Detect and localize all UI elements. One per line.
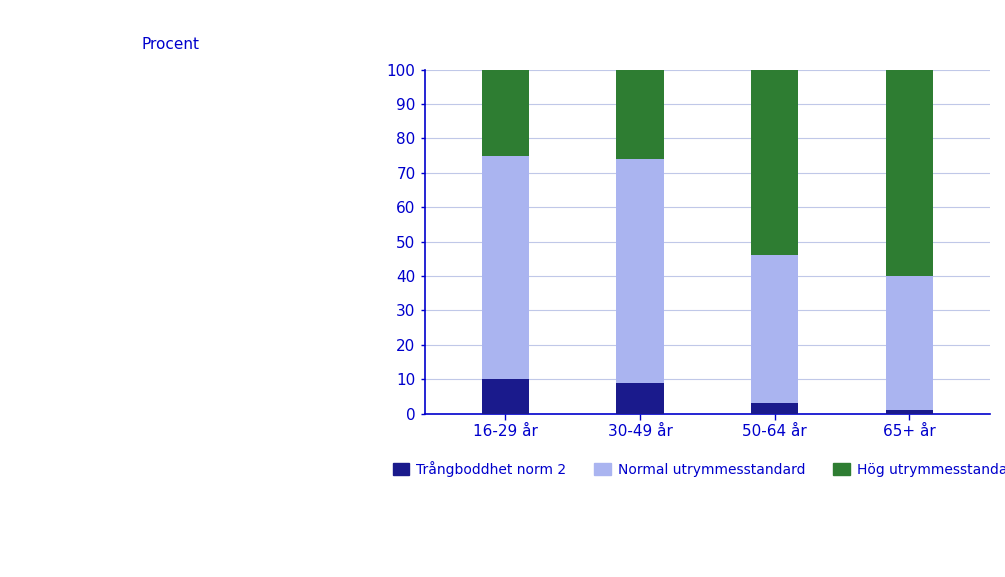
Text: Procent: Procent xyxy=(142,38,200,53)
Bar xyxy=(481,69,529,156)
Legend: Trångboddhet norm 2, Normal utrymmesstandard, Hög utrymmesstandard: Trångboddhet norm 2, Normal utrymmesstan… xyxy=(387,455,1005,482)
Bar xyxy=(616,383,663,414)
Bar xyxy=(885,276,933,410)
Bar xyxy=(751,69,798,255)
Bar xyxy=(885,410,933,414)
Bar xyxy=(885,69,933,276)
Bar xyxy=(481,379,529,414)
Bar xyxy=(616,159,663,383)
Bar xyxy=(751,403,798,414)
Bar xyxy=(751,255,798,403)
Bar xyxy=(616,69,663,159)
Bar xyxy=(481,156,529,379)
